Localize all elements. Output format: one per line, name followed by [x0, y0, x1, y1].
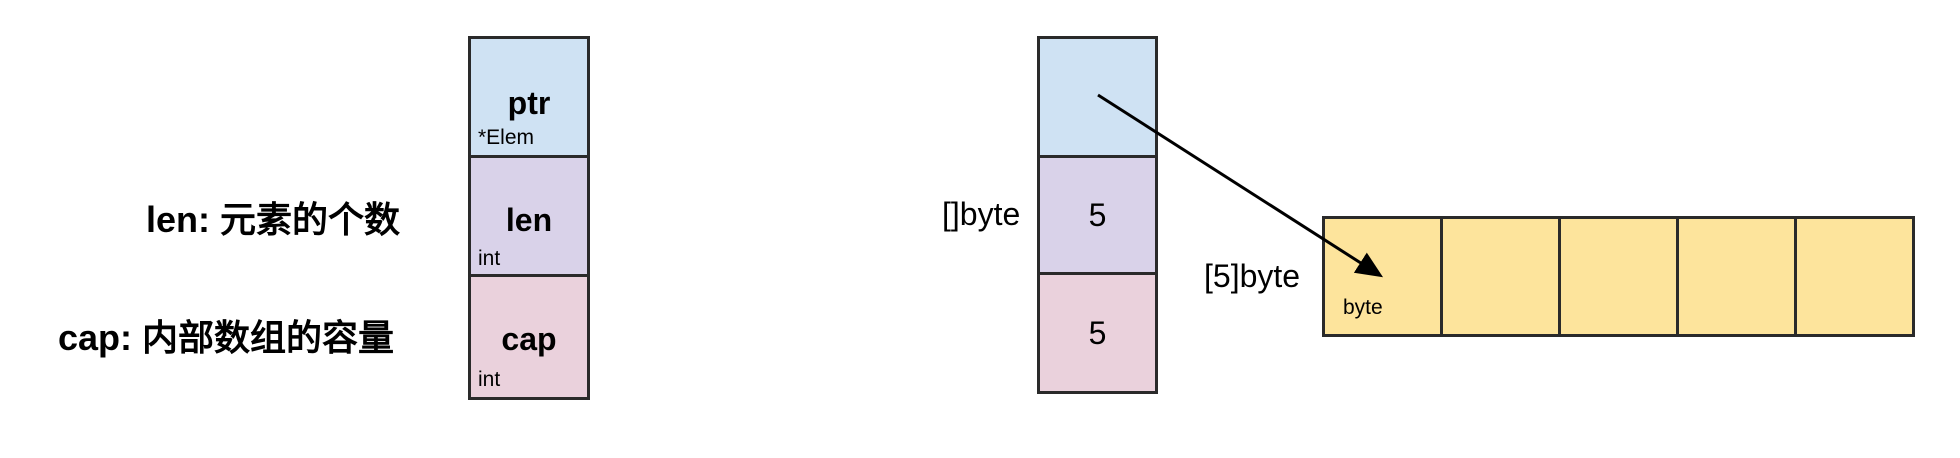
- len-field: len int: [468, 155, 590, 277]
- slice-len-value: 5: [1088, 196, 1107, 233]
- cap-field-type: int: [478, 368, 501, 391]
- slice-ptr-cell: [1037, 36, 1158, 158]
- slice-cap-cell: 5: [1037, 272, 1158, 394]
- len-field-name: len: [505, 202, 553, 238]
- array-element: [1794, 216, 1915, 337]
- array-type-label: [5]byte: [1204, 258, 1301, 294]
- ptr-field-type: *Elem: [478, 126, 535, 149]
- cap-field-name: cap: [501, 321, 557, 357]
- slice-cap-value: 5: [1088, 314, 1107, 351]
- array-element-type: byte: [1343, 296, 1383, 319]
- ptr-field-name: ptr: [507, 85, 551, 121]
- slice-type-label: []byte: [942, 196, 1021, 232]
- slice-len-cell: 5: [1037, 155, 1158, 275]
- cap-field: cap int: [468, 274, 590, 400]
- len-description: len: 元素的个数: [146, 199, 401, 240]
- ptr-field: ptr *Elem: [468, 36, 590, 158]
- pointer-arrow-line: [1097, 93, 1384, 278]
- cap-description: cap: 内部数组的容量: [58, 317, 395, 358]
- array-element: [1676, 216, 1797, 337]
- len-field-type: int: [478, 247, 501, 270]
- array-element: [1558, 216, 1679, 337]
